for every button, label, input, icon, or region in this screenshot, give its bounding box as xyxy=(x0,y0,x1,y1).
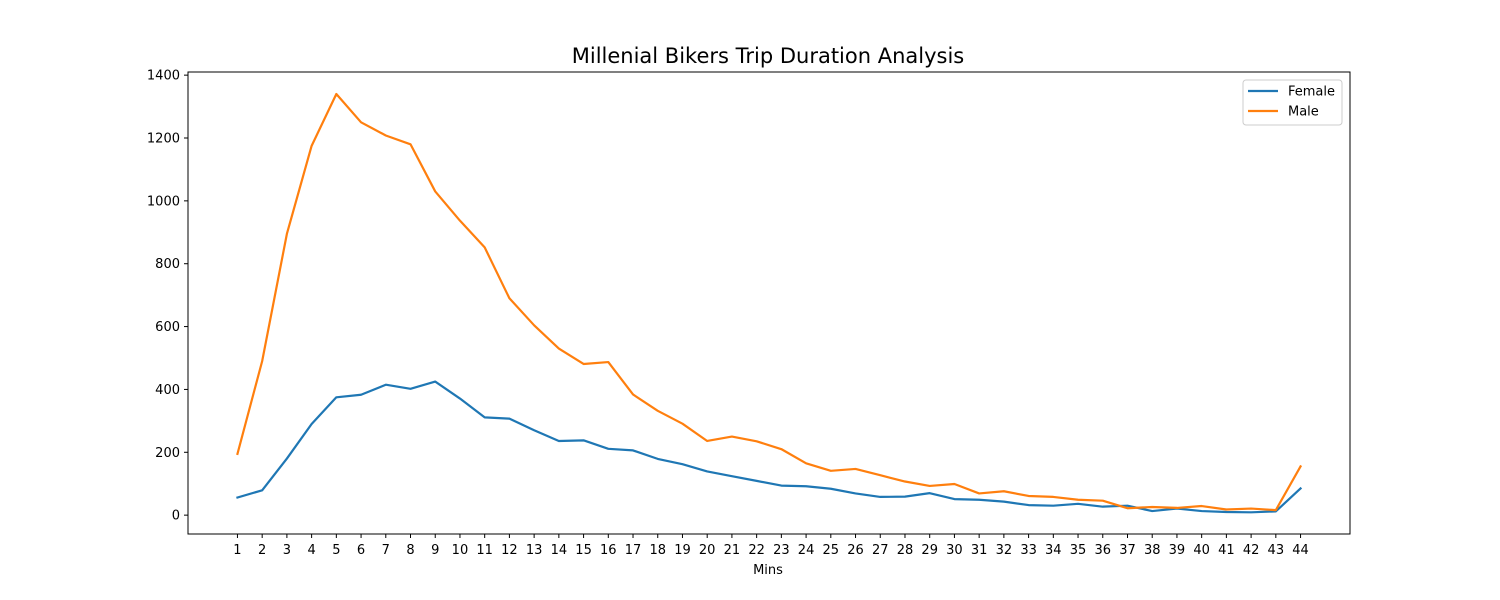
plot-area-frame xyxy=(187,71,1351,535)
y-tick-label: 1000 xyxy=(147,194,180,209)
x-tick-label: 36 xyxy=(1094,543,1111,558)
x-tick-label: 4 xyxy=(307,543,315,558)
x-tick-label: 23 xyxy=(773,543,790,558)
y-tick-label: 400 xyxy=(155,383,180,398)
x-tick-label: 39 xyxy=(1169,543,1186,558)
y-tick-label: 1200 xyxy=(147,132,180,147)
x-tick-label: 16 xyxy=(600,543,617,558)
x-tick-label: 5 xyxy=(332,543,340,558)
x-tick-label: 33 xyxy=(1020,543,1037,558)
x-tick-label: 35 xyxy=(1070,543,1087,558)
y-tick-label: 200 xyxy=(155,446,180,461)
x-tick-label: 42 xyxy=(1243,543,1260,558)
x-tick-label: 18 xyxy=(649,543,666,558)
x-tick-label: 10 xyxy=(452,543,469,558)
x-tick-label: 27 xyxy=(872,543,889,558)
x-tick-label: 17 xyxy=(625,543,642,558)
x-tick-label: 8 xyxy=(406,543,414,558)
x-tick-label: 31 xyxy=(971,543,988,558)
x-tick-label: 24 xyxy=(798,543,815,558)
x-tick-label: 9 xyxy=(431,543,439,558)
x-tick-label: 7 xyxy=(382,543,390,558)
x-tick-label: 38 xyxy=(1144,543,1161,558)
x-tick-label: 30 xyxy=(946,543,963,558)
x-tick-label: 1 xyxy=(233,543,241,558)
x-axis: 1 2 3 4 5 6 7 8 9 10 11 12 13 14 15 16 17 18 19 20 21 22 23 24 2… xyxy=(233,534,1309,558)
x-tick-label: 37 xyxy=(1119,543,1136,558)
x-tick-label: 32 xyxy=(996,543,1013,558)
x-tick-label: 44 xyxy=(1292,543,1309,558)
y-tick-label: 600 xyxy=(155,320,180,335)
y-tick-label: 800 xyxy=(155,257,180,272)
legend-label-male: Male xyxy=(1288,105,1319,120)
x-tick-label: 22 xyxy=(748,543,765,558)
x-tick-label: 34 xyxy=(1045,543,1062,558)
x-tick-label: 11 xyxy=(476,543,493,558)
x-tick-label: 26 xyxy=(847,543,864,558)
y-tick-label: 0 xyxy=(172,509,180,524)
y-axis: 0 200 400 600 800 1000 1200 1400 xyxy=(147,69,188,524)
legend: Female Male xyxy=(1242,79,1343,126)
x-axis-label: Mins xyxy=(753,563,783,578)
x-tick-label: 43 xyxy=(1268,543,1285,558)
x-tick-label: 19 xyxy=(674,543,691,558)
x-tick-label: 14 xyxy=(551,543,568,558)
x-tick-label: 25 xyxy=(823,543,840,558)
chart-title: Millenial Bikers Trip Duration Analysis xyxy=(572,44,965,68)
series-line-female xyxy=(236,380,1303,514)
legend-label-female: Female xyxy=(1288,85,1335,100)
x-tick-label: 20 xyxy=(699,543,716,558)
x-tick-label: 41 xyxy=(1218,543,1235,558)
x-tick-label: 3 xyxy=(283,543,291,558)
x-tick-label: 12 xyxy=(501,543,518,558)
x-tick-label: 2 xyxy=(258,543,266,558)
y-tick-label: 1400 xyxy=(147,69,180,84)
x-tick-label: 15 xyxy=(575,543,592,558)
x-tick-label: 40 xyxy=(1193,543,1210,558)
x-tick-label: 6 xyxy=(357,543,365,558)
series-lines xyxy=(236,92,1303,514)
x-tick-label: 28 xyxy=(897,543,914,558)
x-tick-label: 29 xyxy=(921,543,938,558)
series-line-male xyxy=(236,92,1303,512)
x-tick-label: 13 xyxy=(526,543,543,558)
x-tick-label: 21 xyxy=(724,543,741,558)
